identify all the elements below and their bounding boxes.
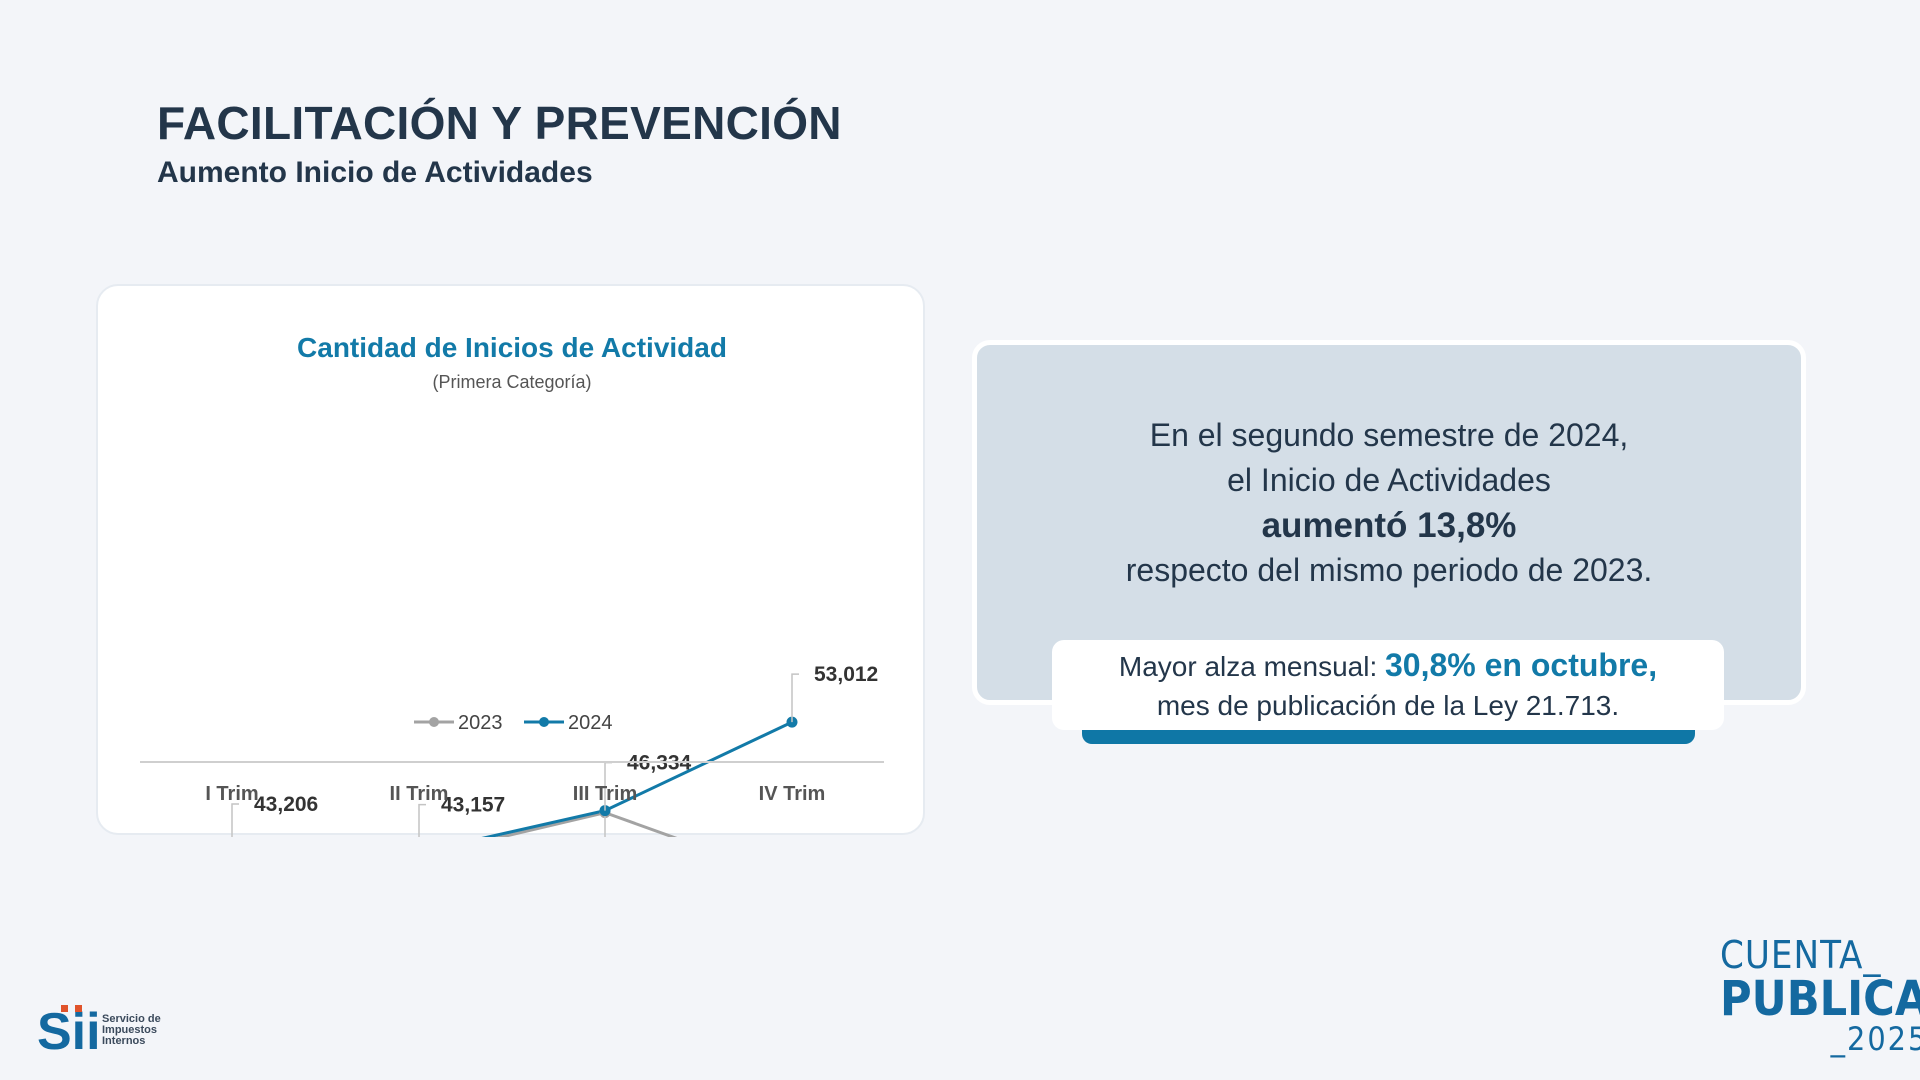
- sii-name: Servicio de Impuestos Internos: [102, 1014, 161, 1047]
- callout-box: Mayor alza mensual: 30,8% en octubre, me…: [1052, 640, 1724, 730]
- legend-label-2024: 2024: [568, 712, 613, 734]
- cp-line-1: CUENTA_: [1720, 933, 1882, 977]
- callout-prefix: Mayor alza mensual:: [1118, 651, 1385, 682]
- chart-title: Cantidad de Inicios de Actividad: [297, 332, 727, 363]
- sii-logo: Sii: [37, 1003, 97, 1051]
- data-label-leader: [231, 803, 239, 837]
- summary-highlight: aumentó 13,8%: [1261, 506, 1517, 545]
- sii-name-line-3: Internos: [102, 1035, 146, 1047]
- cp-line-2: PUBLICA: [1720, 971, 1920, 1027]
- summary-line-4: respecto del mismo periodo de 2023.: [1125, 552, 1653, 588]
- page-subtitle: Aumento Inicio de Actividades: [157, 156, 593, 189]
- line-chart: Cantidad de Inicios de Actividad (Primer…: [140, 332, 884, 837]
- data-label-leader: [418, 803, 426, 837]
- legend-label-2023: 2023: [458, 712, 503, 734]
- data-label-2024: 46,334: [627, 752, 692, 775]
- data-label-2024: 43,157: [441, 794, 505, 817]
- callout-line-2: mes de publicación de la Ley 21.713.: [1156, 690, 1620, 721]
- cuenta-publica-logo: CUENTA_ PUBLICA _2025: [1720, 933, 1920, 1058]
- x-tick-label: I Trim: [205, 783, 258, 805]
- legend-marker-2023: [429, 717, 439, 727]
- x-tick-label: III Trim: [573, 783, 637, 805]
- legend-marker-2024: [539, 717, 549, 727]
- data-label-2024: 43,206: [254, 793, 318, 816]
- sii-name-line-2: Impuestos: [102, 1024, 158, 1036]
- data-label-leader: [791, 673, 799, 723]
- page-title: FACILITACIÓN Y PREVENCIÓN: [157, 97, 842, 149]
- chart-subtitle: (Primera Categoría): [432, 372, 591, 392]
- series-line-2023: [495, 811, 678, 837]
- data-label-2024: 53,012: [814, 663, 878, 686]
- sii-name-line-1: Servicio de: [102, 1013, 161, 1025]
- x-tick-label: IV Trim: [759, 783, 826, 805]
- callout-line-1: Mayor alza mensual: 30,8% en octubre,: [1052, 646, 1724, 686]
- cp-line-3: _2025: [1830, 1020, 1920, 1058]
- summary-text: En el segundo semestre de 2024, el Inici…: [977, 413, 1801, 593]
- x-tick-label: II Trim: [390, 783, 449, 805]
- callout-highlight: 30,8% en octubre,: [1385, 647, 1658, 683]
- summary-line-2: el Inicio de Actividades: [1227, 462, 1551, 498]
- data-label-leader: [604, 812, 606, 837]
- series-line-2024: [481, 720, 793, 837]
- summary-line-1: En el segundo semestre de 2024,: [1149, 417, 1629, 453]
- chart-card: Cantidad de Inicios de Actividad (Primer…: [96, 284, 925, 837]
